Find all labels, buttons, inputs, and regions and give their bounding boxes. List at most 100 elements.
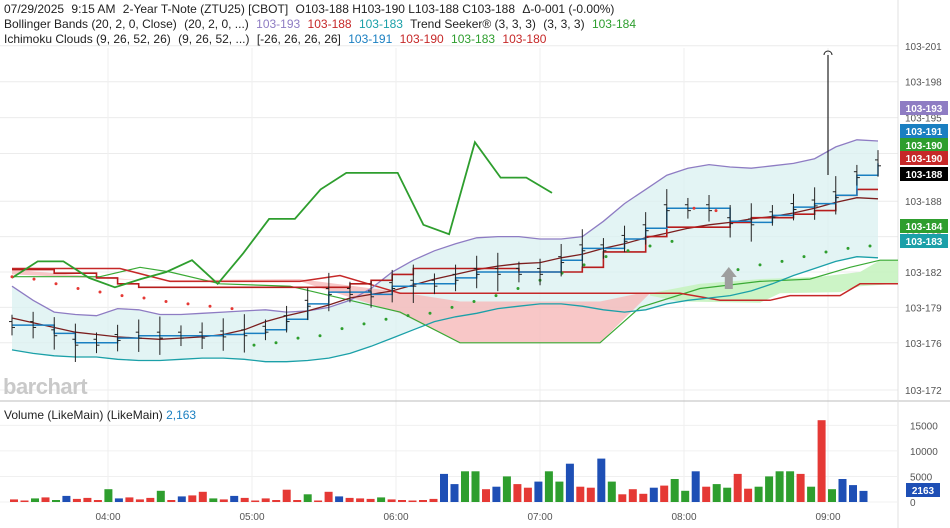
volume-bar (335, 496, 344, 502)
volume-bar (377, 497, 386, 502)
volume-bar (440, 473, 448, 502)
trend-seeker-dot (604, 255, 608, 259)
volume-bar (31, 498, 39, 502)
volume-bar (41, 497, 50, 502)
senkou-span-a (12, 259, 898, 344)
volume-tick-label: 5000 (910, 472, 933, 483)
trend-seeker-dot (318, 334, 322, 338)
volume-bar (649, 487, 658, 502)
volume-bar (10, 499, 18, 502)
volume-bar (523, 487, 532, 502)
ichimoku-shift: [-26, 26, 26, 26] (256, 32, 341, 46)
volume-bar (83, 497, 92, 502)
volume-value: 2,163 (166, 408, 197, 422)
volume-bar (828, 489, 836, 502)
volume-badge (906, 483, 940, 497)
trend-seeker-dot (76, 287, 80, 291)
volume-bar (786, 471, 795, 502)
volume-bar (293, 500, 302, 502)
bb-mid-value: 103-188 (307, 17, 352, 31)
trend-seeker-dot (252, 343, 256, 347)
header-instrument: 2-Year T-Note (ZTU25) [CBOT] (122, 2, 289, 16)
price-tick-label: 103-176 (905, 339, 942, 350)
trend-seeker-dot (186, 302, 190, 306)
trend-seeker-dot (120, 294, 124, 298)
trend-seeker-dot (274, 341, 278, 345)
trend-seeker-dot (142, 296, 146, 300)
volume-bar (607, 481, 616, 502)
price-tick-label: 103-182 (905, 268, 942, 279)
chikou-span-line (11, 140, 553, 289)
price-badge-label: 103-191 (906, 127, 943, 138)
volume-bar (114, 498, 123, 502)
volume-bar (754, 486, 763, 502)
volume-bar (282, 489, 291, 502)
ts-label[interactable]: Trend Seeker® (3, 3, 3) (410, 17, 536, 31)
volume-bar (565, 463, 574, 502)
trend-seeker-dot (164, 300, 168, 303)
volume-label[interactable]: Volume (LikeMain) (4, 408, 104, 422)
high-marker (823, 50, 833, 56)
bb-params: (20, 2, 0, ...) (184, 17, 249, 31)
volume-bar (52, 500, 60, 502)
header-line-3: Ichimoku Clouds (9, 26, 52, 26) (9, 26, … (4, 32, 550, 46)
price-tick-label: 103-195 (905, 114, 942, 125)
price-badge-label: 103-193 (906, 104, 943, 115)
volume-bar (639, 493, 648, 502)
volume-bar (324, 491, 333, 502)
barchart-watermark: barchart (3, 374, 88, 399)
volume-bar (471, 471, 480, 502)
volume-bar (492, 486, 501, 502)
volume-bar (450, 484, 459, 502)
volume-bar (303, 494, 312, 502)
bb-lower-value: 103-183 (358, 17, 403, 31)
trend-seeker-dot (32, 277, 36, 281)
volume-tick-label: 15000 (910, 421, 938, 432)
volume-bar (744, 488, 753, 502)
volume-bar (272, 500, 281, 502)
price-tick-label: 103-201 (905, 42, 942, 53)
time-tick-label: 07:00 (527, 512, 552, 523)
volume-bar (209, 498, 218, 502)
volume-bar (156, 490, 165, 502)
trend-seeker-dot (780, 259, 784, 263)
volume-bar (733, 473, 742, 502)
price-badge (900, 234, 948, 248)
volume-bar (104, 489, 113, 502)
trend-seeker-dot (692, 206, 696, 210)
volume-bar (314, 500, 323, 502)
volume-bar (796, 473, 805, 502)
volume-bar (356, 498, 365, 502)
ichimoku-value-1: 103-191 (348, 32, 393, 46)
price-badge-label: 103-190 (906, 154, 943, 165)
ichimoku-label[interactable]: Ichimoku Clouds (9, 26, 52, 26) (4, 32, 171, 46)
volume-bar (628, 489, 637, 502)
bollinger-fill (12, 139, 878, 362)
volume-bar (544, 471, 553, 502)
volume-bar (219, 499, 228, 502)
price-badge (900, 151, 948, 165)
header-datetime: 07/29/2025 (4, 2, 65, 16)
volume-bar (72, 498, 81, 502)
header-line-1: 07/29/2025 9:15 AM 2-Year T-Note (ZTU25)… (4, 2, 618, 16)
price-badge (900, 219, 948, 233)
time-tick-label: 06:00 (383, 512, 408, 523)
volume-bar (807, 486, 816, 502)
volume-bar (429, 498, 438, 502)
volume-bar (817, 420, 826, 502)
ichimoku-value-3: 103-183 (451, 32, 496, 46)
price-tick-label: 103-179 (905, 303, 942, 314)
volume-bar (366, 498, 375, 502)
trend-seeker-dot (626, 249, 630, 253)
header-line-2: Bollinger Bands (20, 2, 0, Close) (20, 2… (4, 17, 640, 31)
bb-upper-value: 103-193 (256, 17, 301, 31)
trend-seeker-dot (406, 314, 410, 318)
volume-bar (398, 500, 406, 502)
trend-seeker-dot (230, 307, 234, 311)
price-axis (898, 0, 950, 528)
trend-seeker-dot (362, 322, 366, 326)
bb-label[interactable]: Bollinger Bands (20, 2, 0, Close) (4, 17, 177, 31)
trend-seeker-dot (736, 268, 740, 272)
volume-bar (251, 500, 260, 502)
volume-header: Volume (LikeMain) (LikeMain) 2,163 (4, 408, 196, 422)
